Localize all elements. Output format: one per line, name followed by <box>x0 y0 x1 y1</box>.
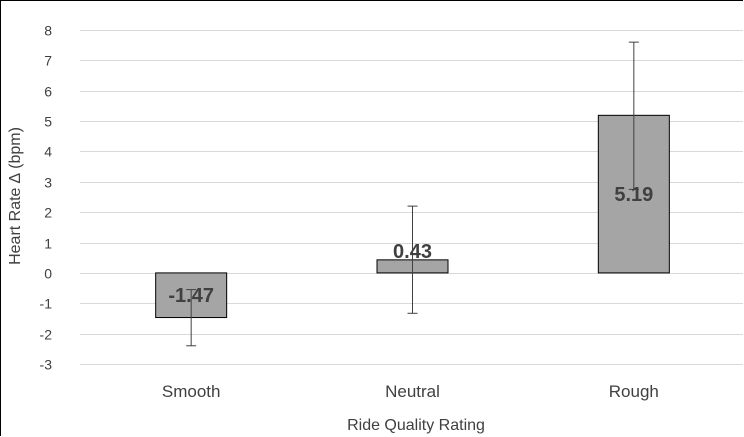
y-tick-label: 1 <box>44 236 52 252</box>
y-tick-label: 2 <box>44 205 52 221</box>
x-axis-categories: Smooth Neutral Rough <box>162 382 659 401</box>
y-tick-label: 0 <box>44 266 52 282</box>
y-axis-title: Heart Rate ∆ (bpm) <box>7 127 24 265</box>
y-tick-label: 5 <box>44 114 52 130</box>
data-label-neutral: 0.43 <box>393 241 432 263</box>
y-axis-ticks: -3 -2 -1 0 1 2 3 4 5 6 7 8 <box>40 23 53 373</box>
error-bars <box>186 41 639 347</box>
x-axis-title: Ride Quality Rating <box>347 417 485 434</box>
y-tick-label: -2 <box>40 327 53 343</box>
y-tick-label: 4 <box>44 144 52 160</box>
y-tick-label: 8 <box>44 23 52 39</box>
y-tick-label: 3 <box>44 175 52 191</box>
y-tick-label: 7 <box>44 53 52 69</box>
data-label-rough: 5.19 <box>614 184 653 206</box>
data-label-smooth: -1.47 <box>168 285 214 307</box>
y-tick-label: -3 <box>40 357 53 373</box>
y-tick-label: -1 <box>40 296 53 312</box>
category-label-rough: Rough <box>609 382 659 401</box>
category-label-smooth: Smooth <box>162 382 221 401</box>
y-tick-label: 6 <box>44 84 52 100</box>
category-label-neutral: Neutral <box>385 382 440 401</box>
data-labels: -1.47 0.43 5.19 <box>168 184 653 307</box>
